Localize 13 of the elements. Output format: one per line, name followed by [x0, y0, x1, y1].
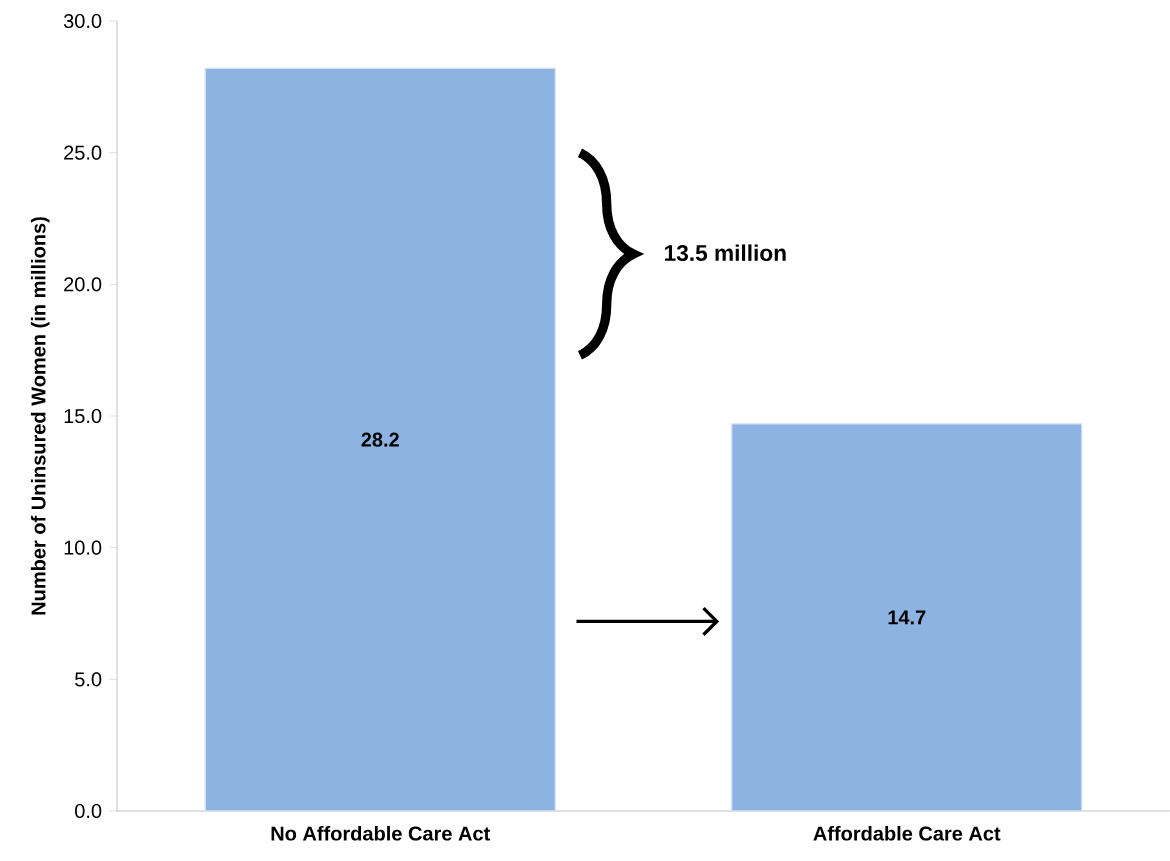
- data-label: 28.2: [361, 432, 399, 447]
- y-axis-title: Number of Uninsured Women (in millions): [30, 217, 50, 615]
- x-tick-label: No Affordable Care Act: [271, 825, 490, 841]
- data-label: 14.7: [888, 610, 926, 625]
- y-tick-label: 20.0: [64, 277, 102, 292]
- y-tick-label: 0.0: [75, 803, 102, 819]
- y-tick-label: 15.0: [64, 408, 102, 424]
- y-tick-label: 10.0: [64, 540, 102, 555]
- y-tick-label: 30.0: [63, 13, 102, 29]
- annotation: 13.5 million: [665, 244, 786, 262]
- y-tick-label: 25.0: [64, 145, 102, 160]
- x-tick-label: Affordable Care Act: [813, 825, 1001, 841]
- y-tick-label: 5.0: [75, 672, 102, 687]
